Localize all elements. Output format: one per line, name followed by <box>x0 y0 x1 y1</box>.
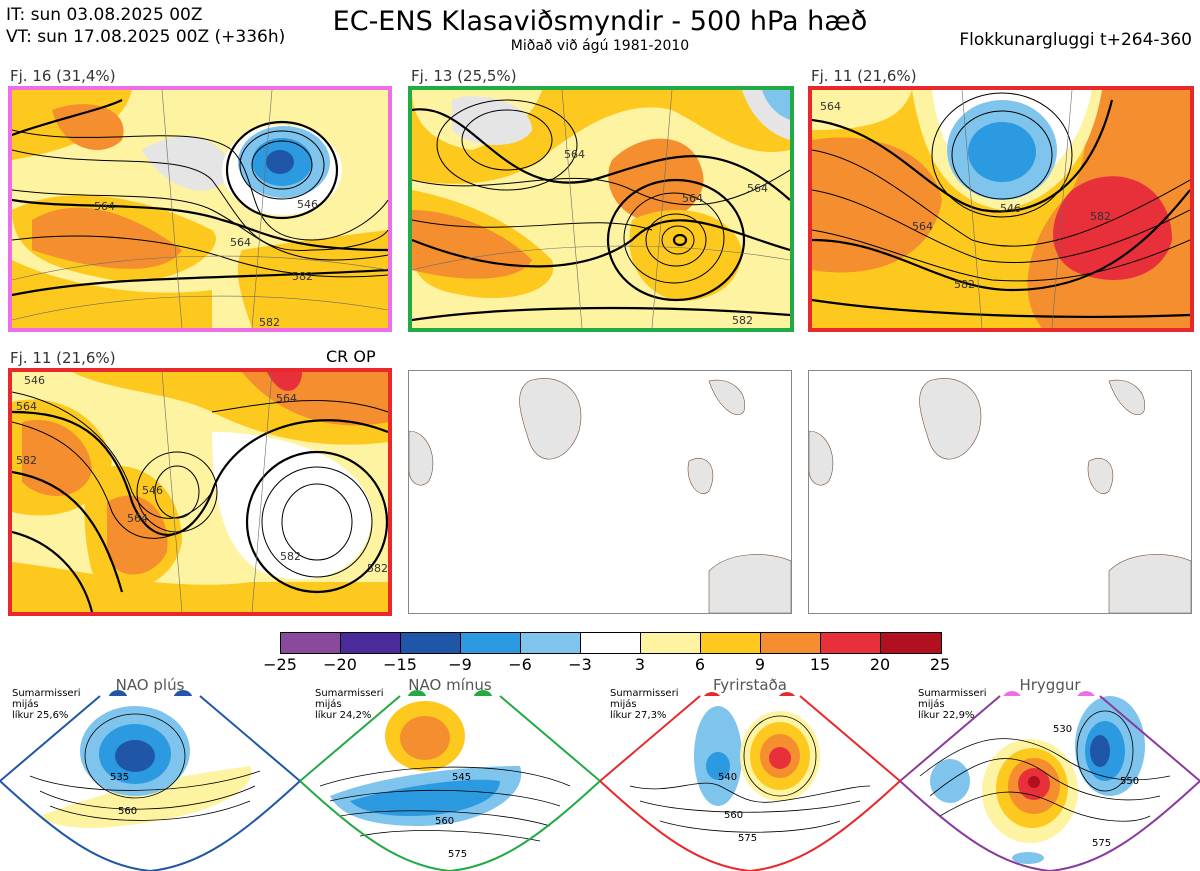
colorbar-tick-label: −15 <box>383 655 417 674</box>
regime-contour-label: 535 <box>110 772 129 783</box>
cluster-map-1: 564 546 564 582 582 <box>8 86 392 332</box>
colorbar-tick-label: −6 <box>508 655 532 674</box>
colorbar-swatch <box>521 633 581 653</box>
colorbar-tick-label: 3 <box>634 655 646 674</box>
regime-contour-label: 545 <box>452 772 471 783</box>
colorbar-swatch <box>581 633 641 653</box>
contour-label: 564 <box>912 220 933 233</box>
cluster-map-2: 564 564 564 582 <box>408 86 794 332</box>
init-time: IT: sun 03.08.2025 00Z <box>6 5 203 25</box>
colorbar-swatch <box>881 633 941 653</box>
contour-label: 564 <box>94 200 115 213</box>
colorbar-swatch <box>821 633 881 653</box>
regime-ridge: Hryggur Sumarmisseri mijás líkur 22,9% 530… <box>900 676 1200 871</box>
colorbar-swatch <box>401 633 461 653</box>
panel-4-label: Fj. 11 (21,6%) <box>10 349 116 367</box>
regime-info: Sumarmisseri mijás líkur 22,9% <box>918 688 987 721</box>
panel-1-label: Fj. 16 (31,4%) <box>10 67 116 85</box>
colorbar-swatch <box>761 633 821 653</box>
regime-info: Sumarmisseri mijás líkur 24,2% <box>315 688 384 721</box>
contour-label: 564 <box>820 100 841 113</box>
contour-label: 546 <box>297 198 318 211</box>
regime-blocking: Fyrirstaða Sumarmisseri mijás líkur 27,3% … <box>600 676 900 871</box>
panel-3-label: Fj. 11 (21,6%) <box>811 67 917 85</box>
colorbar-tick-label: 20 <box>869 655 891 674</box>
header-info: IT: sun 03.08.2025 00Z VT: sun 17.08.202… <box>6 4 285 48</box>
page-title: EC-ENS Klasaviðsmyndir - 500 hPa hæð <box>332 6 868 37</box>
classification-window: Flokkunargluggi t+264-360 <box>959 30 1192 50</box>
page-subtitle: Miðað við ágú 1981-2010 <box>510 38 690 54</box>
colorbar-tick-label: 6 <box>694 655 706 674</box>
contour-label: 546 <box>1000 202 1021 215</box>
contour-label: 582 <box>954 278 975 291</box>
regime-contour-label: 575 <box>448 849 467 860</box>
cluster-map-4: 546 564 582 546 564 564 582 582 <box>8 368 392 616</box>
contour-label: 582 <box>280 550 301 563</box>
contour-label: 582 <box>732 314 753 327</box>
regime-title: NAO plús <box>115 676 185 694</box>
contour-label: 564 <box>564 148 585 161</box>
regime-contour-label: 540 <box>718 772 737 783</box>
regime-title: NAO mínus <box>408 676 492 694</box>
regime-contour-label: 560 <box>435 816 454 827</box>
contour-label: 564 <box>276 392 297 405</box>
contour-label: 582 <box>1090 210 1111 223</box>
panel-4-op-marker: CR OP <box>326 347 376 366</box>
colorbar-tick-label: −20 <box>323 655 357 674</box>
empty-map-6 <box>808 370 1192 614</box>
contour-label: 546 <box>24 374 45 387</box>
regime-title: Fyrirstaða <box>713 676 787 694</box>
colorbar <box>280 632 942 654</box>
cluster-map-3: 564 546 564 582 582 <box>808 86 1194 332</box>
regime-contour-label: 575 <box>1092 838 1111 849</box>
regime-contour-label: 560 <box>118 806 137 817</box>
colorbar-swatch <box>281 633 341 653</box>
regime-contour-label: 560 <box>724 810 743 821</box>
empty-map-5 <box>408 370 792 614</box>
colorbar-tick-label: −25 <box>263 655 297 674</box>
contour-label: 546 <box>142 484 163 497</box>
contour-label: 564 <box>16 400 37 413</box>
panel-2-label: Fj. 13 (25,5%) <box>411 67 517 85</box>
contour-label: 582 <box>292 270 313 283</box>
contour-label: 564 <box>127 512 148 525</box>
colorbar-tick-label: 15 <box>809 655 831 674</box>
regime-info: Sumarmisseri mijás líkur 25,6% <box>12 688 81 721</box>
colorbar-tick-label: 9 <box>754 655 766 674</box>
valid-time: VT: sun 17.08.2025 00Z (+336h) <box>6 27 286 47</box>
contour-label: 564 <box>747 182 768 195</box>
colorbar-ticks: −25 −20 −15 −9 −6 −3 3 6 9 15 20 25 <box>0 655 1200 675</box>
contour-label: 582 <box>367 562 388 575</box>
regime-contour-label: 530 <box>1053 724 1072 735</box>
colorbar-swatch <box>341 633 401 653</box>
colorbar-tick-label: −9 <box>448 655 472 674</box>
colorbar-tick-label: −3 <box>568 655 592 674</box>
regime-contour-label: 575 <box>738 833 757 844</box>
regime-contour-label: 550 <box>1120 776 1139 787</box>
contour-label: 564 <box>230 236 251 249</box>
colorbar-tick-label: 25 <box>929 655 951 674</box>
regime-info: Sumarmisseri mijás líkur 27,3% <box>610 688 679 721</box>
regime-nao-plus: NAO plús Sumarmisseri mijás líkur 25,6% 53… <box>0 676 300 871</box>
colorbar-swatch <box>461 633 521 653</box>
colorbar-swatch <box>641 633 701 653</box>
contour-label: 564 <box>682 192 703 205</box>
contour-label: 582 <box>259 316 280 328</box>
colorbar-swatch <box>701 633 761 653</box>
contour-label: 582 <box>16 454 37 467</box>
regime-nao-minus: NAO mínus Sumarmisseri mijás líkur 24,2% 5… <box>300 676 600 871</box>
regime-title: Hryggur <box>1019 676 1081 694</box>
